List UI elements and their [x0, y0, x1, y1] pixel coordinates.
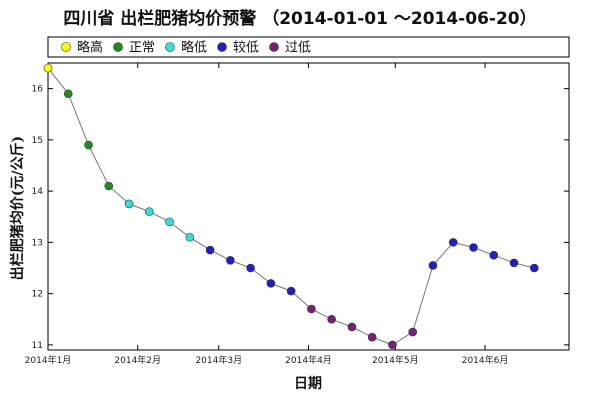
- data-point-14: [327, 314, 336, 324]
- x-tick-label-2: 2014年3月: [195, 354, 242, 366]
- y-tick-label-2: 13: [32, 238, 43, 248]
- data-point-1: [63, 89, 73, 99]
- legend-marker-2: [165, 42, 175, 52]
- legend-label-3: 较低: [233, 41, 259, 56]
- data-point-23: [509, 258, 519, 268]
- legend-marker-4: [269, 42, 279, 52]
- x-tick-label-5: 2014年6月: [462, 354, 509, 366]
- x-tick-label-1: 2014年2月: [114, 354, 161, 366]
- y-tick-label-5: 16: [32, 85, 44, 95]
- y-tick-label-3: 14: [32, 187, 44, 197]
- data-point-21: [469, 243, 478, 252]
- data-point-20: [448, 238, 458, 247]
- data-point-6: [165, 217, 174, 227]
- y-axis-label: 出栏肥猪均价(元/公斤): [9, 136, 26, 280]
- chart-title: 四川省 出栏肥猪均价预警 （2014-01-01 ～2014-06-20）: [63, 8, 536, 29]
- data-point-19: [428, 261, 438, 270]
- data-point-2: [84, 140, 93, 150]
- data-point-18: [408, 327, 418, 337]
- legend-label-0: 略高: [77, 40, 103, 56]
- legend-marker-1: [113, 42, 123, 52]
- data-point-5: [145, 207, 154, 216]
- y-tick-label-4: 15: [32, 136, 43, 146]
- data-point-13: [307, 304, 316, 314]
- y-tick-label-0: 11: [32, 341, 43, 351]
- x-axis-label: 日期: [294, 376, 322, 392]
- data-point-0: [43, 63, 53, 73]
- data-point-8: [205, 245, 215, 255]
- legend-label-2: 略低: [181, 40, 207, 56]
- data-point-7: [185, 232, 195, 242]
- data-point-4: [124, 199, 134, 209]
- data-point-15: [347, 322, 357, 332]
- data-point-12: [286, 286, 296, 296]
- x-tick-label-0: 2014年1月: [25, 354, 72, 366]
- y-axis: 11 12 13 14 15 16: [32, 85, 569, 351]
- legend-label-1: 正常: [129, 41, 155, 56]
- y-tick-label-1: 12: [32, 290, 43, 300]
- series-price: [43, 63, 539, 350]
- x-tick-label-3: 2014年4月: [285, 354, 332, 366]
- data-point-24: [529, 263, 539, 273]
- legend-marker-0: [61, 42, 71, 52]
- legend: 略高 正常 略低 较低 过低: [47, 36, 570, 58]
- legend-label-4: 过低: [285, 41, 311, 56]
- data-point-17: [388, 340, 397, 350]
- data-point-22: [489, 250, 499, 260]
- data-point-10: [246, 263, 255, 273]
- data-point-16: [367, 332, 377, 342]
- data-point-11: [266, 279, 276, 288]
- data-point-9: [226, 256, 235, 265]
- x-tick-label-4: 2014年5月: [372, 354, 419, 366]
- legend-box: [47, 36, 570, 58]
- data-point-3: [104, 181, 114, 191]
- legend-marker-3: [217, 42, 227, 52]
